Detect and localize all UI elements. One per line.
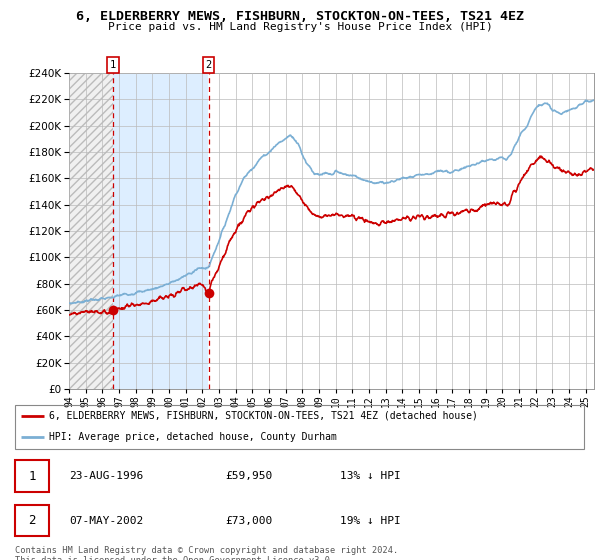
Text: 13% ↓ HPI: 13% ↓ HPI (340, 471, 401, 481)
Text: 1: 1 (110, 60, 116, 70)
Text: HPI: Average price, detached house, County Durham: HPI: Average price, detached house, Coun… (49, 432, 337, 442)
Text: 2: 2 (205, 60, 212, 70)
Text: 6, ELDERBERRY MEWS, FISHBURN, STOCKTON-ON-TEES, TS21 4EZ: 6, ELDERBERRY MEWS, FISHBURN, STOCKTON-O… (76, 10, 524, 23)
Text: 2: 2 (28, 514, 36, 528)
Text: £59,950: £59,950 (225, 471, 272, 481)
Text: 6, ELDERBERRY MEWS, FISHBURN, STOCKTON-ON-TEES, TS21 4EZ (detached house): 6, ELDERBERRY MEWS, FISHBURN, STOCKTON-O… (49, 410, 478, 421)
Bar (113, 73, 208, 389)
Text: 1: 1 (28, 469, 36, 483)
Text: 07-MAY-2002: 07-MAY-2002 (70, 516, 144, 526)
Text: Contains HM Land Registry data © Crown copyright and database right 2024.
This d: Contains HM Land Registry data © Crown c… (15, 546, 398, 560)
Text: 19% ↓ HPI: 19% ↓ HPI (340, 516, 401, 526)
Bar (69, 73, 113, 389)
Text: £73,000: £73,000 (225, 516, 272, 526)
Text: Price paid vs. HM Land Registry's House Price Index (HPI): Price paid vs. HM Land Registry's House … (107, 22, 493, 32)
Text: 23-AUG-1996: 23-AUG-1996 (70, 471, 144, 481)
